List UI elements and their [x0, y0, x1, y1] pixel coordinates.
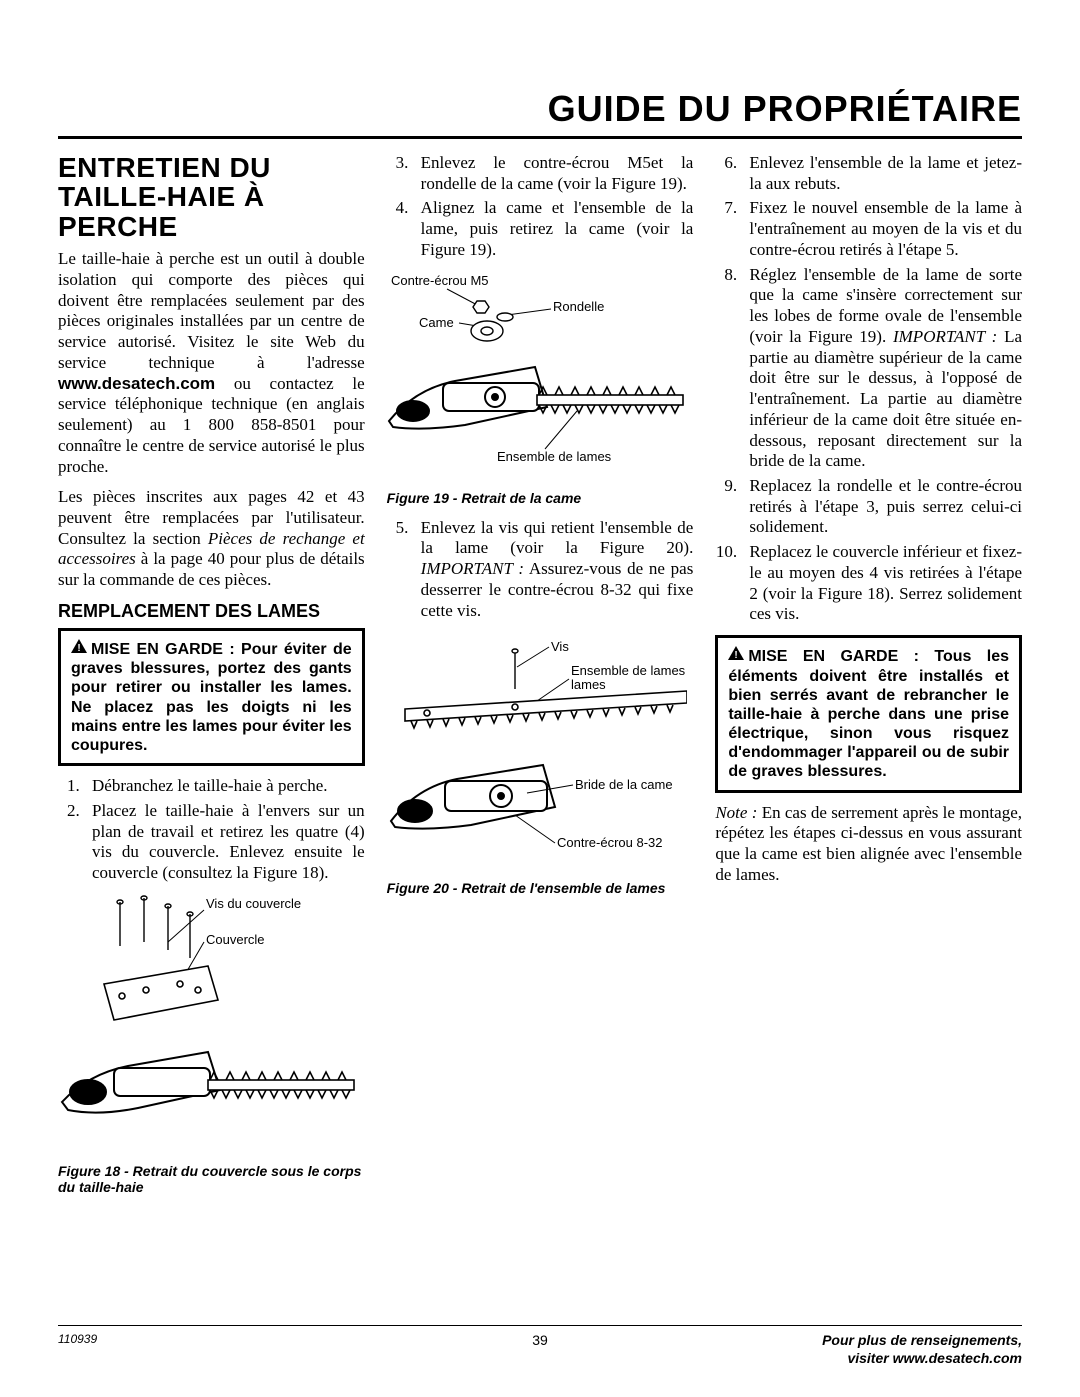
step-5-pre: Enlevez la vis qui retient l'ensemble de… [421, 518, 694, 558]
footer-info: Pour plus de renseignements, visiter www… [822, 1332, 1022, 1367]
step-9: Replacez la rondelle et le contre-écrou … [741, 476, 1022, 538]
fig19-label-rondelle: Rondelle [553, 299, 604, 314]
column-3: Enlevez l'ensemble de la lame et jetez-l… [715, 153, 1022, 1207]
step-1: Débranchez le taille-haie à perche. [84, 776, 365, 797]
warning-box-1: ! MISE EN GARDE : Pour éviter de graves … [58, 628, 365, 766]
step-5: Enlevez la vis qui retient l'ensemble de… [413, 518, 694, 622]
footer-doc-number: 110939 [58, 1332, 97, 1346]
steps-list-b: Enlevez le contre-écrou M5et la rondelle… [387, 153, 694, 261]
fig20-label-ensemble-1: Ensemble de lames [571, 663, 686, 678]
footer-right-line1: Pour plus de renseignements, [822, 1332, 1022, 1348]
fig19-label-came: Came [419, 315, 454, 330]
figure-18-caption: Figure 18 - Retrait du couvercle sous le… [58, 1163, 365, 1195]
intro-text-pre: Le taille-haie à perche est un outil à d… [58, 249, 365, 372]
warning-icon: ! [71, 639, 87, 658]
steps-list-5: Enlevez la vis qui retient l'ensemble de… [387, 518, 694, 622]
document-title: GUIDE DU PROPRIÉTAIRE [58, 88, 1022, 139]
fig20-label-vis: Vis [551, 639, 569, 654]
svg-text:lames: lames [571, 677, 606, 692]
svg-text:!: ! [77, 643, 80, 653]
step-2: Placez le taille-haie à l'envers sur un … [84, 801, 365, 884]
svg-text:!: ! [735, 650, 738, 660]
fig19-label-contre-ecrou: Contre-écrou M5 [391, 273, 489, 288]
page: GUIDE DU PROPRIÉTAIRE ENTRETIEN DU TAILL… [0, 0, 1080, 1397]
step-6: Enlevez l'ensemble de la lame et jetez-l… [741, 153, 1022, 194]
fig18-label-vis: Vis du couvercle [206, 896, 301, 911]
figure-19: Contre-écrou M5 Came Rondelle [387, 271, 694, 486]
parts-paragraph: Les pièces inscrites aux pages 42 et 43 … [58, 487, 365, 591]
content-columns: ENTRETIEN DU TAILLE-HAIE À PERCHE Le tai… [58, 153, 1022, 1207]
figure-18: Vis du couvercle Couvercle [58, 894, 365, 1159]
figure-19-caption: Figure 19 - Retrait de la came [387, 490, 694, 506]
note-text: En cas de serrement après le montage, ré… [715, 803, 1022, 884]
step-3: Enlevez le contre-écrou M5et la rondelle… [413, 153, 694, 194]
section-heading: ENTRETIEN DU TAILLE-HAIE À PERCHE [58, 153, 365, 241]
warning-1-text: MISE EN GARDE : Pour éviter de graves bl… [71, 641, 352, 754]
step-4: Alignez la came et l'ensemble de la lame… [413, 198, 694, 260]
step-8-important: IMPORTANT : [893, 327, 997, 346]
subheading-replacement: REMPLACEMENT DES LAMES [58, 601, 365, 622]
warning-icon: ! [728, 646, 744, 665]
column-2: Enlevez le contre-écrou M5et la rondelle… [387, 153, 694, 1207]
footer-right-line2: visiter www.desatech.com [847, 1350, 1022, 1366]
steps-list-a: Débranchez le taille-haie à perche. Plac… [58, 776, 365, 884]
fig20-label-contre-ecrou: Contre-écrou 8-32 [557, 835, 663, 850]
step-8-post: La partie au diamètre supérieur de la ca… [749, 327, 1022, 470]
fig18-label-couvercle: Couvercle [206, 932, 265, 947]
footer-page-number: 39 [532, 1332, 548, 1348]
figure-20: Vis Ensemble de lames lames [387, 631, 694, 876]
note-label: Note : [715, 803, 757, 822]
fig20-label-bride: Bride de la came [575, 777, 673, 792]
warning-2-text: MISE EN GARDE : Tous les éléments doiven… [728, 648, 1009, 780]
intro-url: www.desatech.com [58, 374, 215, 393]
step-5-important: IMPORTANT : [421, 559, 524, 578]
step-7: Fixez le nouvel ensemble de la lame à l'… [741, 198, 1022, 260]
warning-box-2: ! MISE EN GARDE : Tous les éléments doiv… [715, 635, 1022, 793]
page-footer: 110939 39 Pour plus de renseignements, v… [58, 1325, 1022, 1367]
steps-list-c: Enlevez l'ensemble de la lame et jetez-l… [715, 153, 1022, 625]
fig19-label-ensemble: Ensemble de lames [497, 449, 612, 464]
figure-20-caption: Figure 20 - Retrait de l'ensemble de lam… [387, 880, 694, 896]
step-8: Réglez l'ensemble de la lame de sorte qu… [741, 265, 1022, 472]
step-10: Replacez le couvercle inférieur et fixez… [741, 542, 1022, 625]
column-1: ENTRETIEN DU TAILLE-HAIE À PERCHE Le tai… [58, 153, 365, 1207]
intro-paragraph: Le taille-haie à perche est un outil à d… [58, 249, 365, 477]
note-paragraph: Note : En cas de serrement après le mont… [715, 803, 1022, 886]
